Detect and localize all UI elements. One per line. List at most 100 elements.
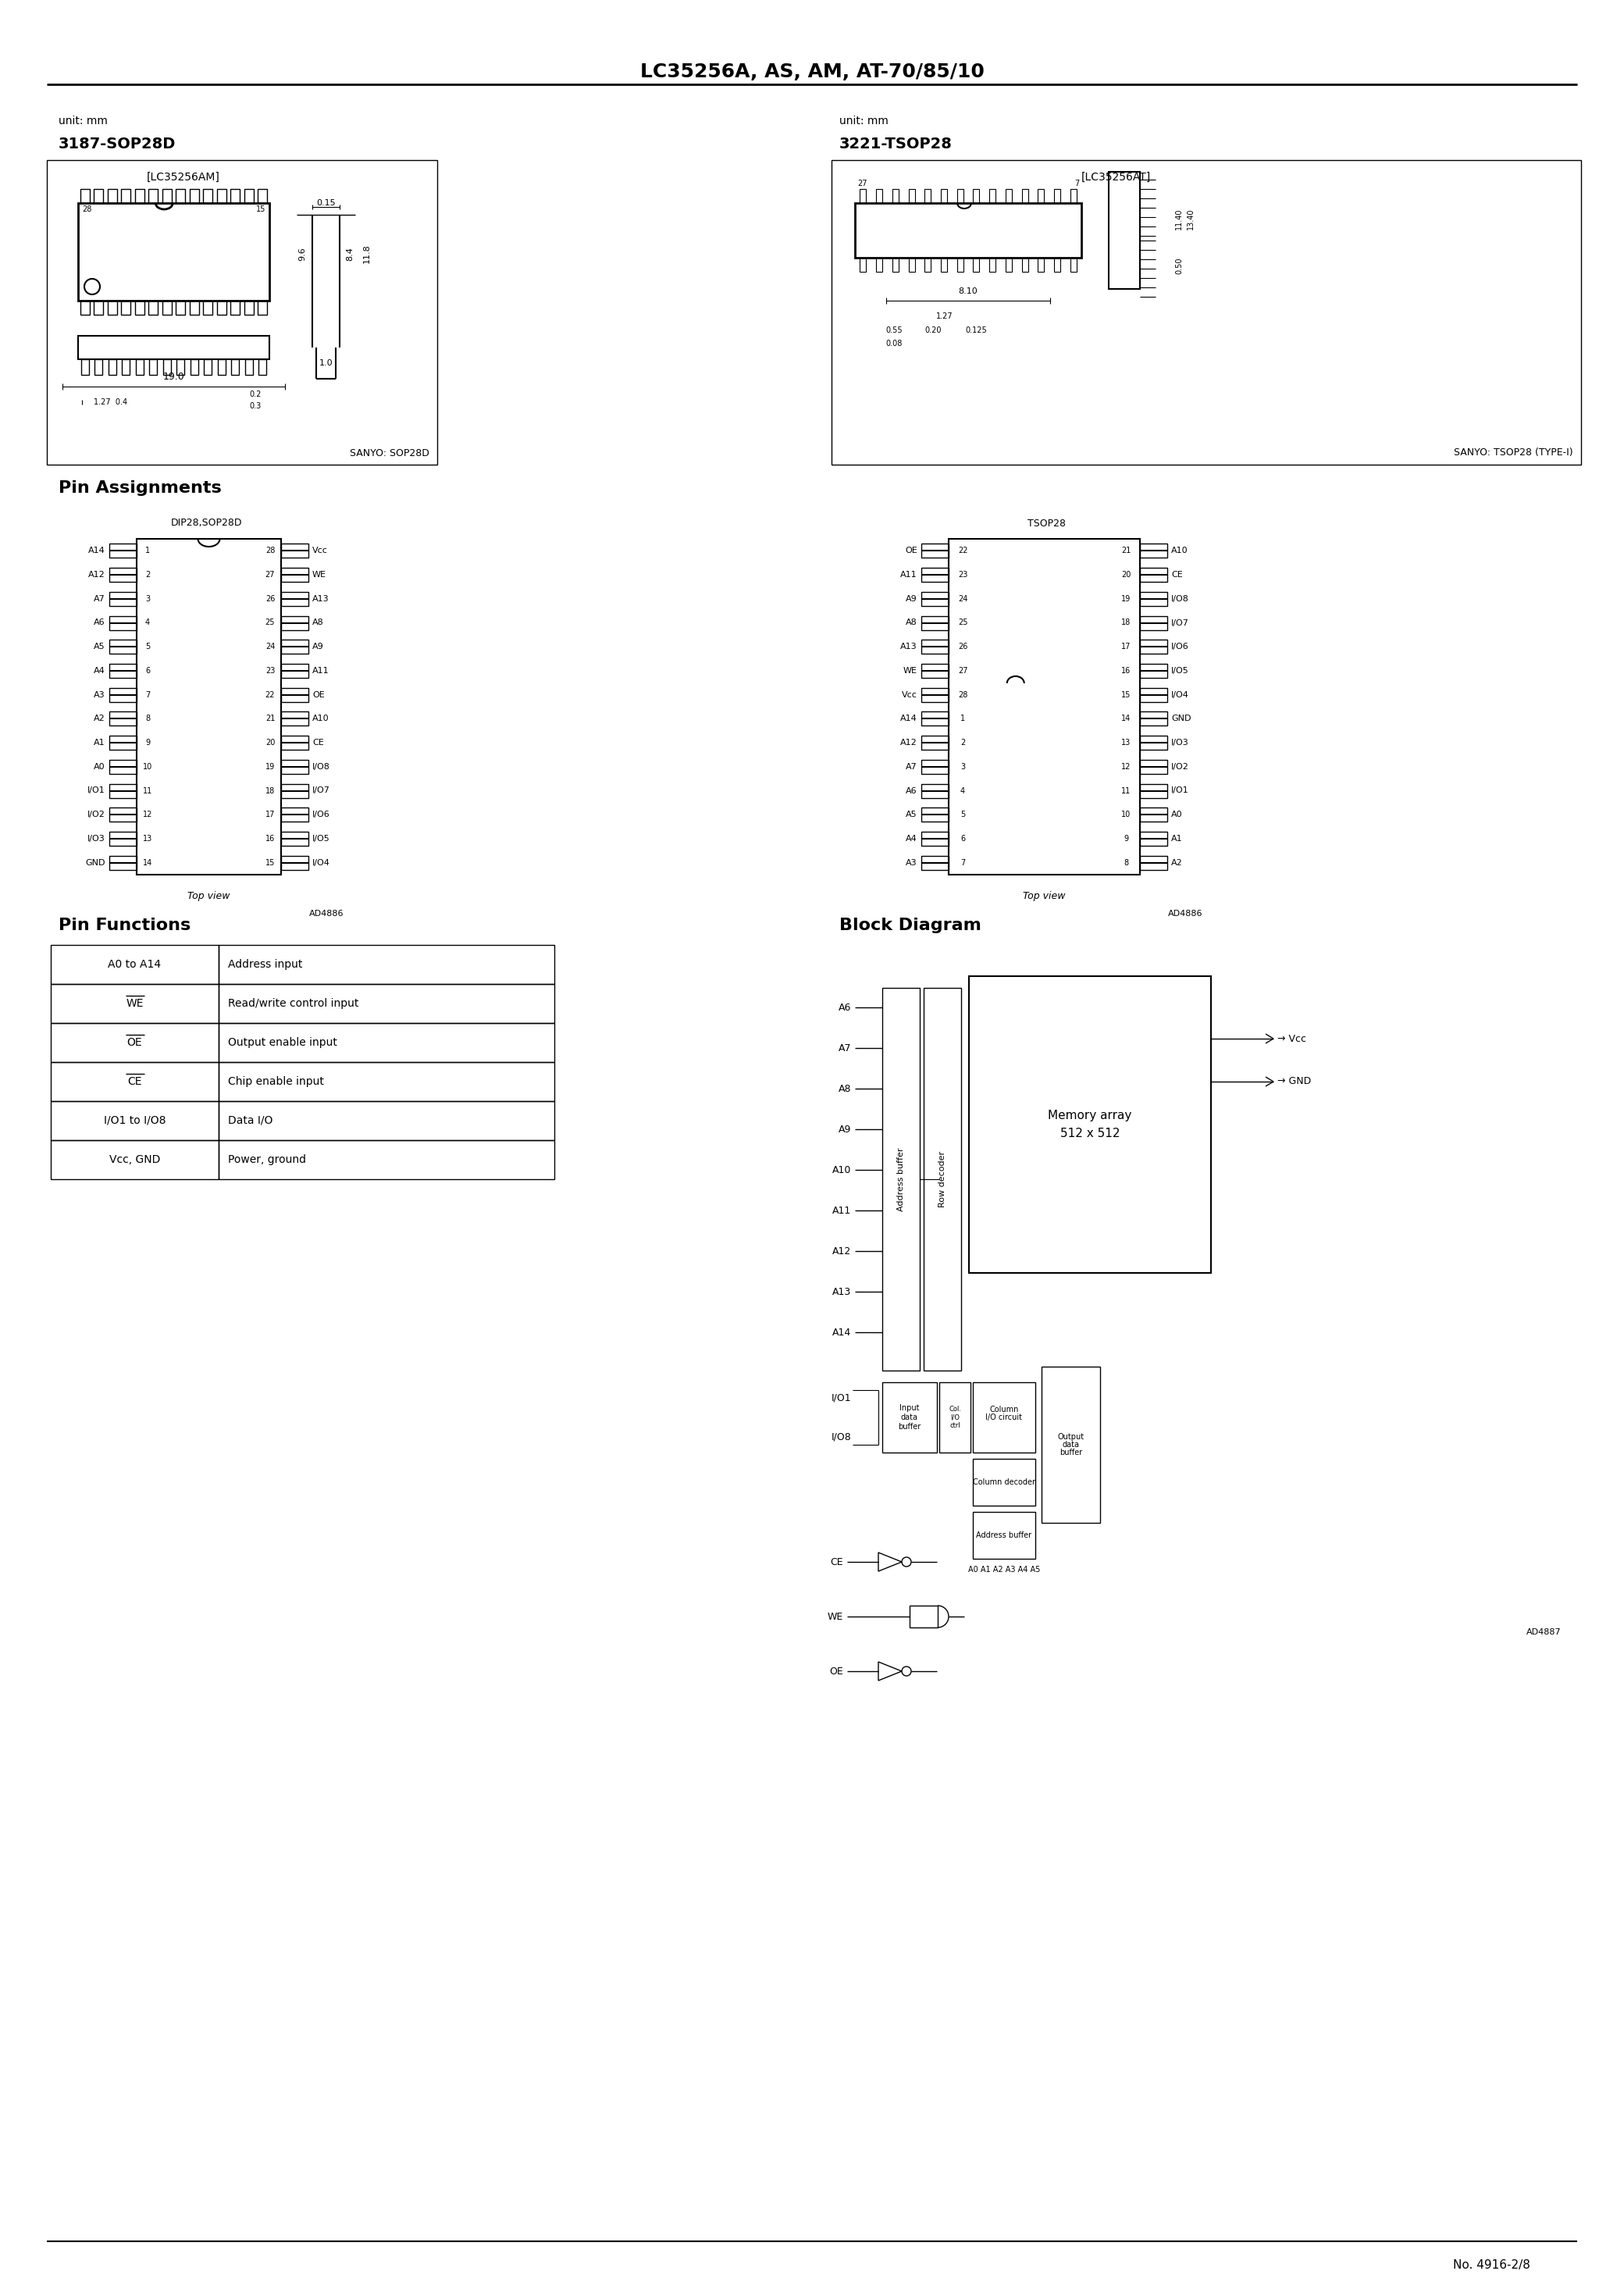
Bar [939,1383,971,1453]
Text: Chip enable input: Chip enable input [227,1075,323,1087]
Bar [908,257,914,271]
Bar [921,615,948,629]
Text: A12: A12 [900,738,918,747]
Text: 2: 2 [960,738,965,747]
Bar [231,189,240,203]
Bar [973,189,979,203]
Text: I/O4: I/O4 [312,859,330,866]
Text: 26: 26 [265,595,274,604]
Bar [1021,189,1028,203]
Text: 8.10: 8.10 [958,287,978,296]
Text: 21: 21 [265,715,274,722]
Bar [109,736,136,749]
Text: Block Diagram: Block Diagram [840,918,981,934]
Text: data: data [1062,1440,1080,1449]
Bar [50,1141,219,1180]
Text: unit: mm: unit: mm [58,116,107,128]
Text: I/O6: I/O6 [312,811,330,818]
Bar [109,663,136,679]
Bar [1140,688,1168,702]
Bar [205,360,211,376]
Text: 0.2: 0.2 [250,390,261,399]
Bar [162,301,172,314]
Bar [973,1458,1036,1506]
Text: 17: 17 [265,811,274,818]
Text: A9: A9 [838,1123,851,1134]
Text: 16: 16 [265,834,274,843]
Bar [892,189,898,203]
Text: 20: 20 [1121,572,1130,579]
Bar [219,1023,554,1062]
Text: A11: A11 [312,667,330,674]
Text: I/O8: I/O8 [1171,595,1189,604]
Bar [924,257,931,271]
Text: I/O7: I/O7 [1171,620,1189,626]
Bar [973,1513,1036,1558]
Text: buffer: buffer [898,1424,921,1431]
Text: A3: A3 [906,859,918,866]
Text: 5: 5 [960,811,965,818]
Text: Pin Functions: Pin Functions [58,918,190,934]
Text: SANYO: TSOP28 (TYPE-I): SANYO: TSOP28 (TYPE-I) [1453,449,1574,458]
Text: No. 4916-2/8: No. 4916-2/8 [1453,2260,1530,2271]
Text: 28: 28 [958,690,968,699]
Text: A14: A14 [88,547,106,556]
Bar [107,189,117,203]
Text: 12: 12 [1121,763,1130,770]
Bar [882,989,919,1371]
Text: A2: A2 [94,715,106,722]
Text: GND: GND [86,859,106,866]
Text: 24: 24 [265,642,274,652]
Text: LC35256A, AS, AM, AT-70/85/10: LC35256A, AS, AM, AT-70/85/10 [640,62,984,82]
Text: Column decoder: Column decoder [973,1478,1036,1485]
Text: 25: 25 [265,620,274,626]
Bar [109,711,136,727]
Text: 5: 5 [145,642,149,652]
Bar [989,189,996,203]
Bar [1140,809,1168,822]
Text: Power, ground: Power, ground [227,1155,305,1164]
Bar [50,1100,219,1141]
Text: I/O2: I/O2 [1171,763,1189,770]
Text: 7: 7 [1073,180,1078,187]
Bar [924,989,961,1371]
Bar [109,831,136,845]
Text: Top view: Top view [1023,891,1065,902]
Text: A6: A6 [838,1002,851,1011]
Text: I/O6: I/O6 [1171,642,1189,652]
Text: GND: GND [1171,715,1190,722]
Text: 23: 23 [958,572,968,579]
Text: DIP28,SOP28D: DIP28,SOP28D [171,517,242,528]
Bar [1140,663,1168,679]
Bar [1070,189,1077,203]
Text: 8: 8 [1124,859,1129,866]
Text: A1: A1 [94,738,106,747]
Bar [109,360,117,376]
Bar [854,203,1082,257]
Text: 22: 22 [958,547,968,556]
Bar [50,945,219,984]
Text: A6: A6 [906,786,918,795]
Bar [258,301,268,314]
Text: 16: 16 [1121,667,1130,674]
Bar [109,615,136,629]
Text: 3: 3 [145,595,149,604]
Bar [50,984,219,1023]
Text: 4: 4 [960,786,965,795]
Bar [135,189,145,203]
Bar [219,1100,554,1141]
Text: A13: A13 [901,642,918,652]
Text: Row decoder: Row decoder [939,1150,947,1207]
Bar [136,540,281,875]
Bar [231,360,239,376]
Text: 24: 24 [958,595,968,604]
Bar [109,688,136,702]
Text: 6: 6 [145,667,149,674]
Bar [162,189,172,203]
Text: A9: A9 [312,642,323,652]
Bar [177,360,185,376]
Bar [135,301,145,314]
Bar [1070,257,1077,271]
Bar [190,189,198,203]
Text: I/O5: I/O5 [1171,667,1189,674]
